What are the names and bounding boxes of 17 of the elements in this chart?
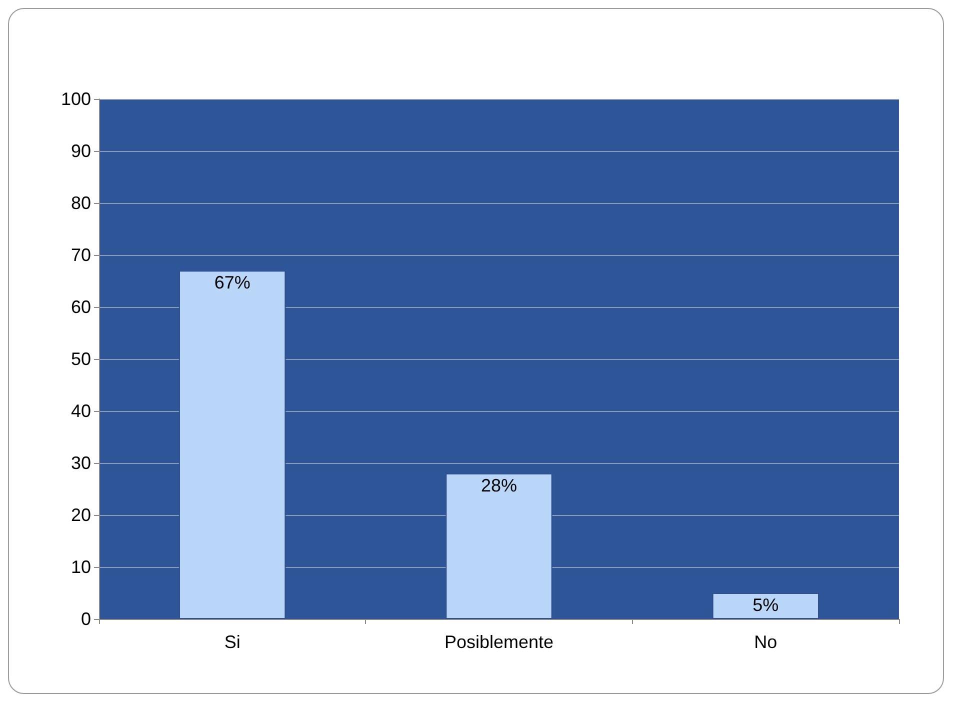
y-tick-label: 80 bbox=[70, 193, 91, 213]
x-tick-label: Posiblemente bbox=[444, 632, 554, 652]
y-tick-label: 40 bbox=[70, 401, 91, 421]
y-tick-label: 20 bbox=[70, 505, 91, 525]
data-label: 67% bbox=[214, 272, 250, 293]
y-tick-label: 0 bbox=[80, 609, 91, 629]
x-tick-label: No bbox=[754, 632, 778, 652]
y-tick-label: 10 bbox=[70, 557, 91, 577]
y-tick-label: 90 bbox=[70, 141, 91, 161]
y-tick-label: 70 bbox=[70, 245, 91, 265]
y-tick-label: 100 bbox=[60, 89, 91, 109]
data-label: 28% bbox=[480, 475, 518, 496]
y-tick-label: 60 bbox=[70, 297, 91, 317]
y-tick-label: 50 bbox=[70, 349, 91, 369]
y-tick-label: 30 bbox=[70, 453, 91, 473]
data-label: 5% bbox=[752, 595, 779, 615]
x-tick-label: Si bbox=[224, 632, 240, 652]
